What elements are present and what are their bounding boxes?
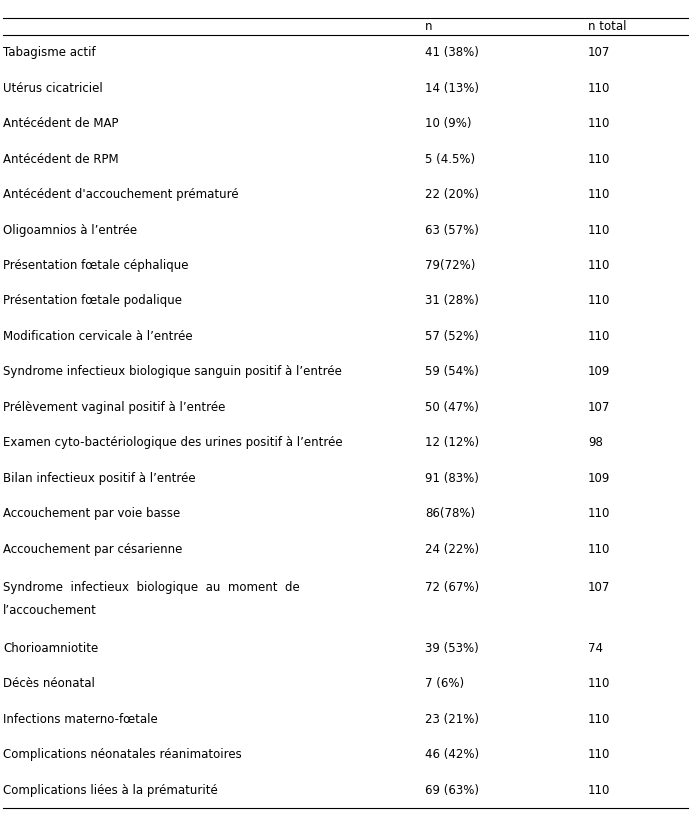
Text: Syndrome  infectieux  biologique  au  moment  de: Syndrome infectieux biologique au moment… (3, 580, 300, 594)
Text: 110: 110 (588, 784, 611, 796)
Text: 50 (47%): 50 (47%) (425, 401, 479, 414)
Text: Accouchement par césarienne: Accouchement par césarienne (3, 543, 182, 556)
Text: 63 (57%): 63 (57%) (425, 223, 479, 236)
Text: 110: 110 (588, 259, 611, 272)
Text: Bilan infectieux positif à l’entrée: Bilan infectieux positif à l’entrée (3, 472, 195, 484)
Text: 110: 110 (588, 748, 611, 761)
Text: Antécédent d'accouchement prématuré: Antécédent d'accouchement prématuré (3, 188, 238, 201)
Text: Complications liées à la prématurité: Complications liées à la prématurité (3, 784, 218, 796)
Text: Syndrome infectieux biologique sanguin positif à l’entrée: Syndrome infectieux biologique sanguin p… (3, 365, 342, 378)
Text: Présentation fœtale podalique: Présentation fœtale podalique (3, 295, 182, 307)
Text: Examen cyto-bactériologique des urines positif à l’entrée: Examen cyto-bactériologique des urines p… (3, 436, 342, 449)
Text: 5 (4.5%): 5 (4.5%) (425, 153, 475, 166)
Text: 110: 110 (588, 153, 611, 166)
Text: 14 (13%): 14 (13%) (425, 81, 479, 94)
Text: Présentation fœtale céphalique: Présentation fœtale céphalique (3, 259, 188, 272)
Text: Antécédent de MAP: Antécédent de MAP (3, 117, 119, 131)
Text: 79(72%): 79(72%) (425, 259, 475, 272)
Text: 109: 109 (588, 472, 611, 484)
Text: 24 (22%): 24 (22%) (425, 543, 479, 556)
Text: Accouchement par voie basse: Accouchement par voie basse (3, 507, 180, 521)
Text: 59 (54%): 59 (54%) (425, 365, 479, 378)
Text: Oligoamnios à l’entrée: Oligoamnios à l’entrée (3, 223, 137, 236)
Text: n total: n total (588, 20, 626, 33)
Text: Chorioamniotite: Chorioamniotite (3, 642, 98, 655)
Text: 110: 110 (588, 713, 611, 726)
Text: 39 (53%): 39 (53%) (425, 642, 479, 655)
Text: 31 (28%): 31 (28%) (425, 295, 479, 307)
Text: 23 (21%): 23 (21%) (425, 713, 479, 726)
Text: Antécédent de RPM: Antécédent de RPM (3, 153, 119, 166)
Text: 41 (38%): 41 (38%) (425, 46, 479, 59)
Text: 10 (9%): 10 (9%) (425, 117, 471, 131)
Text: 72 (67%): 72 (67%) (425, 580, 479, 594)
Text: 86(78%): 86(78%) (425, 507, 475, 521)
Text: l’accouchement: l’accouchement (3, 603, 97, 617)
Text: 98: 98 (588, 436, 603, 449)
Text: 12 (12%): 12 (12%) (425, 436, 479, 449)
Text: Décès néonatal: Décès néonatal (3, 677, 95, 690)
Text: 110: 110 (588, 507, 611, 521)
Text: 110: 110 (588, 188, 611, 201)
Text: 110: 110 (588, 81, 611, 94)
Text: 109: 109 (588, 365, 611, 378)
Text: Complications néonatales réanimatoires: Complications néonatales réanimatoires (3, 748, 242, 761)
Text: 110: 110 (588, 677, 611, 690)
Text: Prélèvement vaginal positif à l’entrée: Prélèvement vaginal positif à l’entrée (3, 401, 225, 414)
Text: 46 (42%): 46 (42%) (425, 748, 479, 761)
Text: n: n (425, 20, 432, 33)
Text: 107: 107 (588, 401, 611, 414)
Text: 7 (6%): 7 (6%) (425, 677, 464, 690)
Text: Utérus cicatriciel: Utérus cicatriciel (3, 81, 103, 94)
Text: 22 (20%): 22 (20%) (425, 188, 479, 201)
Text: Modification cervicale à l’entrée: Modification cervicale à l’entrée (3, 330, 193, 343)
Text: Infections materno-fœtale: Infections materno-fœtale (3, 713, 158, 726)
Text: 74: 74 (588, 642, 603, 655)
Text: 110: 110 (588, 223, 611, 236)
Text: 110: 110 (588, 543, 611, 556)
Text: 107: 107 (588, 580, 611, 594)
Text: 57 (52%): 57 (52%) (425, 330, 479, 343)
Text: 110: 110 (588, 330, 611, 343)
Text: 110: 110 (588, 295, 611, 307)
Text: Tabagisme actif: Tabagisme actif (3, 46, 96, 59)
Text: 110: 110 (588, 117, 611, 131)
Text: 107: 107 (588, 46, 611, 59)
Text: 69 (63%): 69 (63%) (425, 784, 479, 796)
Text: 91 (83%): 91 (83%) (425, 472, 479, 484)
